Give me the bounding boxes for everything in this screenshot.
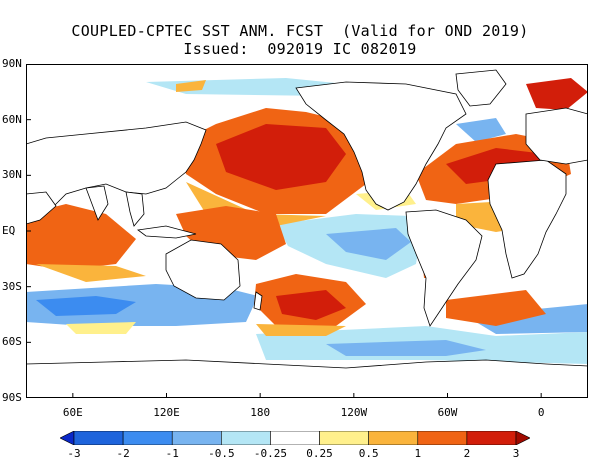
cool-anomaly-labrador — [456, 118, 506, 142]
colorbar-min-triangle — [60, 431, 75, 445]
cool-anomaly-south-pacific-2 — [326, 340, 486, 356]
new-zealand-land — [253, 291, 263, 311]
lat-label-90n: 90N — [2, 57, 22, 70]
australia-land — [165, 239, 241, 301]
cool-anomaly-antarctic-atl — [466, 304, 588, 334]
warm-anomaly-south-atlantic-edge — [446, 290, 546, 326]
antarctica-land — [26, 359, 588, 398]
lat-label-30s: 30S — [2, 279, 22, 293]
colorbar-box-1 — [73, 431, 124, 445]
eurasia-land — [26, 121, 207, 215]
lon-label-60e: 60E — [62, 406, 83, 419]
lat-label-eq: EQ — [2, 224, 16, 237]
lon-label-120w: 120W — [340, 406, 368, 419]
warm-anomaly-weak-3 — [176, 80, 206, 92]
warm-anomaly-north-pacific-core — [216, 124, 346, 190]
lon-label-120e: 120E — [153, 406, 180, 419]
warm-anomaly-indian-ocean-edge — [36, 264, 146, 282]
colorbar-label: -3 — [67, 447, 81, 460]
lat-label-60s: 60S — [2, 335, 22, 349]
africa-land — [487, 159, 567, 279]
colorbar-box-5 — [270, 431, 320, 445]
colorbar-label: -2 — [116, 447, 130, 460]
colorbar-max-triangle — [515, 431, 530, 445]
map-tick-marks — [26, 64, 542, 398]
warm-anomaly-south-pacific-core — [276, 290, 346, 320]
colorbar-box-3 — [171, 431, 222, 445]
colorbar-label: -1 — [165, 447, 179, 460]
lon-label-180: 180 — [250, 406, 271, 419]
lon-label-0: 0 — [537, 406, 545, 419]
lon-label-60w: 60W — [437, 406, 458, 419]
europe-land — [525, 107, 588, 165]
colorbar-box-8 — [417, 431, 468, 445]
lat-label-90s: 90S — [2, 391, 22, 404]
north-america-land — [295, 81, 467, 211]
india-land — [85, 185, 109, 221]
greenland-land — [455, 69, 507, 107]
southeast-asia-land — [125, 191, 145, 227]
lat-label-60n: 60N — [2, 112, 22, 126]
cool-anomaly-indian-south-strong — [36, 296, 136, 316]
sst-anomaly-map — [26, 64, 588, 398]
lat-label-30n: 30N — [2, 168, 22, 182]
colorbar — [60, 431, 530, 445]
issue-date: Issued: 092019 IC 082019 — [183, 40, 417, 58]
continents — [26, 69, 588, 398]
cool-anomaly-eastern-pacific-core — [326, 228, 411, 260]
colorbar-label: 0.25 — [306, 447, 333, 460]
colorbar-label: 1 — [414, 447, 422, 460]
arabia-land — [26, 191, 57, 225]
warm-anomaly-indian-ocean — [26, 204, 136, 270]
south-america-land — [405, 209, 483, 327]
colorbar-label: -0.25 — [253, 447, 287, 460]
indonesia-land — [136, 225, 197, 239]
warm-anomaly-north-sea — [526, 78, 588, 110]
warm-anomaly-weak-2 — [66, 322, 136, 334]
colorbar-box-2 — [122, 431, 173, 445]
colorbar-box-4 — [221, 431, 271, 445]
colorbar-box-9 — [466, 431, 517, 445]
map-title: COUPLED-CPTEC SST ANM. FCST (Valid for O… — [71, 22, 529, 40]
colorbar-label: 2 — [463, 447, 471, 460]
colorbar-label: -0.5 — [208, 447, 235, 460]
colorbar-box-7 — [368, 431, 419, 445]
warm-anomaly-south-pacific-edge — [256, 324, 346, 336]
colorbar-box-6 — [319, 431, 369, 445]
colorbar-label: 0.5 — [358, 447, 379, 460]
colorbar-label: 3 — [512, 447, 520, 460]
